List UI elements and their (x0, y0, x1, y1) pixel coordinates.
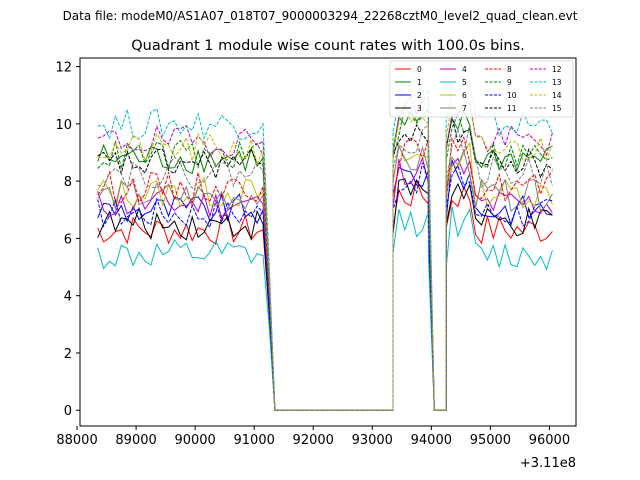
x-tick-label: 88000 (56, 433, 97, 448)
legend-label-5: 5 (462, 78, 467, 87)
y-tick-label: 2 (64, 347, 72, 362)
x-tick-label: 95000 (470, 433, 511, 448)
legend-label-9: 9 (507, 78, 512, 87)
y-tick-label: 8 (64, 175, 72, 190)
series-line-15 (97, 123, 553, 411)
y-tick-label: 4 (64, 290, 72, 305)
legend-label-7: 7 (462, 104, 467, 113)
y-tick-label: 12 (55, 61, 72, 76)
x-tick-label: 92000 (293, 433, 334, 448)
x-tick-label: 94000 (411, 433, 452, 448)
y-tick-label: 6 (64, 232, 72, 247)
chart-suptitle: Data file: modeM0/AS1A07_018T07_90000032… (63, 9, 578, 23)
y-tick-label: 10 (55, 118, 72, 133)
legend-label-11: 11 (507, 104, 517, 113)
legend-label-8: 8 (507, 65, 512, 74)
legend-label-12: 12 (552, 65, 562, 74)
y-axis: 0 2 4 6 8 10 12 (55, 61, 80, 419)
x-tick-label: 93000 (352, 433, 393, 448)
x-axis: 88000 89000 90000 91000 92000 93000 94000 95000… (56, 426, 570, 448)
legend-label-4: 4 (462, 65, 467, 74)
legend-label-1: 1 (417, 78, 422, 87)
x-tick-label: 96000 (529, 433, 570, 448)
legend-label-13: 13 (552, 78, 562, 87)
y-tick-label: 0 (64, 404, 72, 419)
legend-label-3: 3 (417, 104, 422, 113)
plot-area (80, 58, 576, 426)
legend-label-10: 10 (507, 91, 517, 100)
plot-frame (79, 57, 577, 427)
series-layer (97, 77, 553, 411)
x-offset-label: +3.11e8 (520, 456, 576, 471)
legend-box (389, 60, 574, 118)
legend-label-14: 14 (552, 91, 562, 100)
x-tick-label: 90000 (174, 433, 215, 448)
x-tick-label: 89000 (115, 433, 156, 448)
legend-label-6: 6 (462, 91, 467, 100)
legend-label-15: 15 (552, 104, 562, 113)
x-tick-label: 91000 (234, 433, 275, 448)
legend-label-0: 0 (417, 65, 422, 74)
legend-label-2: 2 (417, 91, 422, 100)
chart-title: Quadrant 1 module wise count rates with … (131, 38, 525, 54)
